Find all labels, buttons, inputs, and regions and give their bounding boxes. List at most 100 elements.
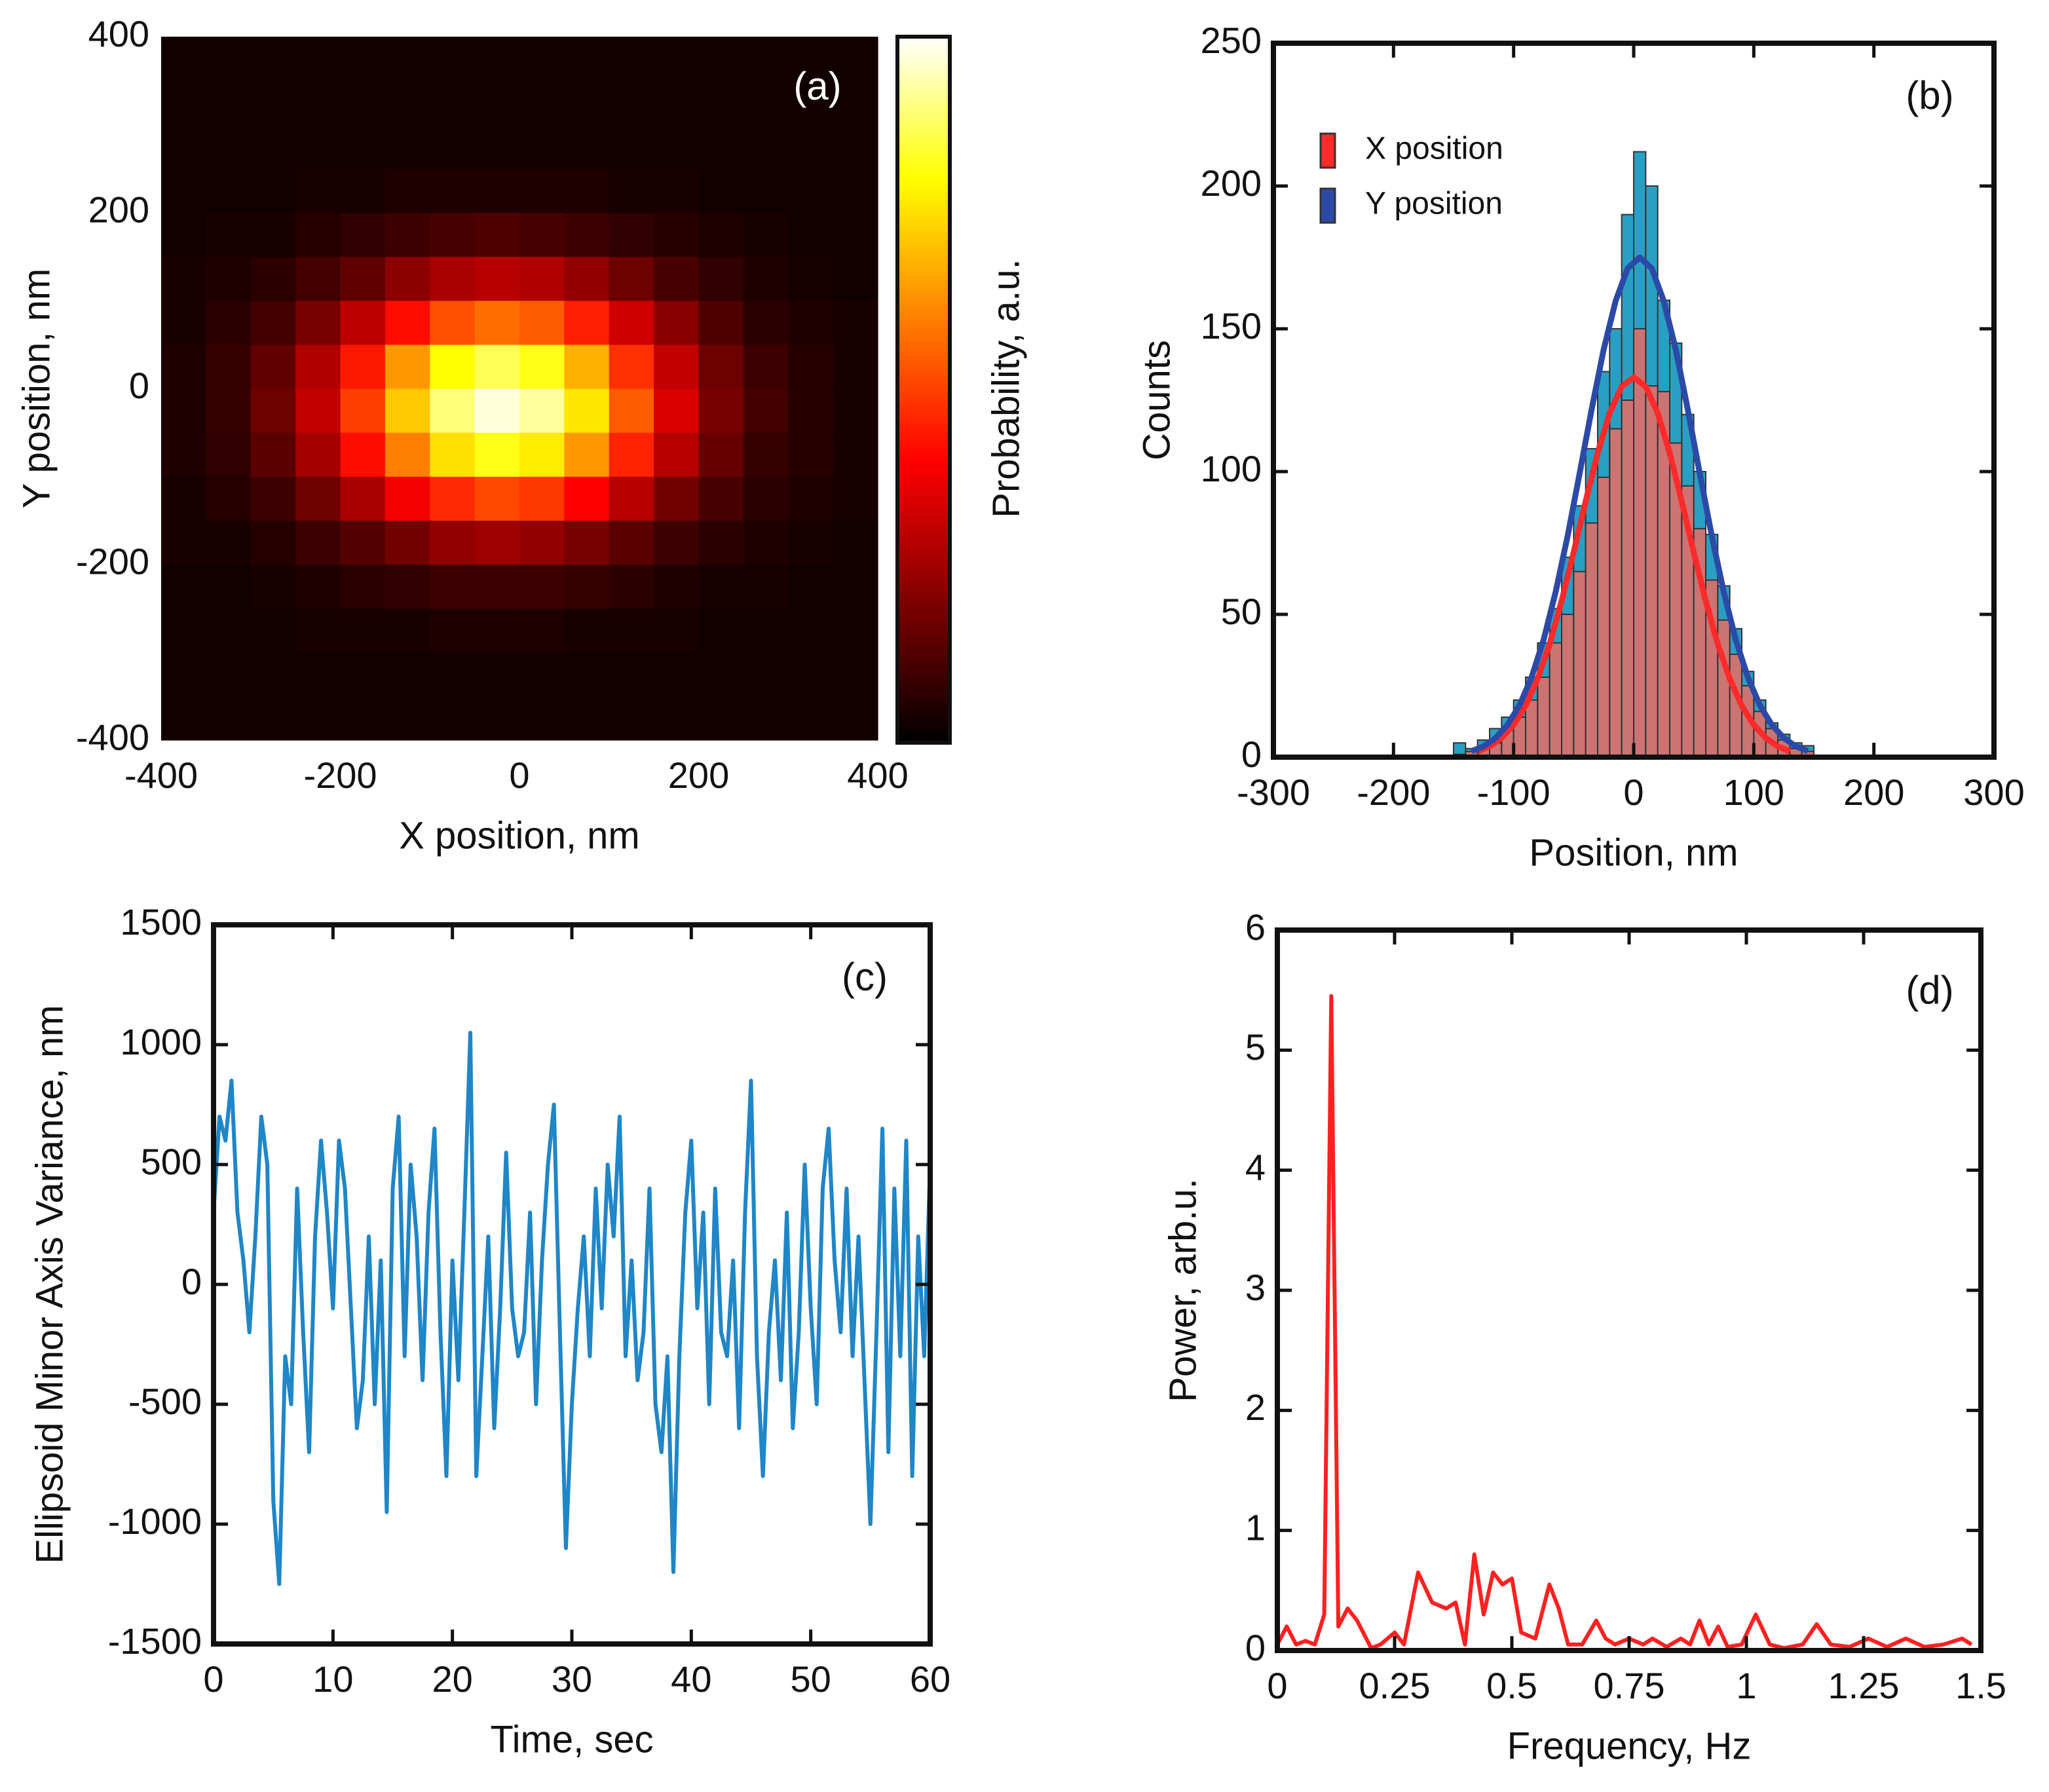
- histogram-bar: [1561, 614, 1575, 758]
- heatmap-cell: [250, 81, 296, 125]
- heatmap-cell: [206, 608, 252, 653]
- heatmap-cell: [295, 212, 341, 257]
- heatmap-cell: [564, 81, 610, 125]
- y-tick-label: 0: [1241, 734, 1262, 775]
- heatmap-cell: [474, 168, 520, 214]
- heatmap-cell: [430, 696, 476, 741]
- legend-label: X position: [1365, 132, 1503, 166]
- heatmap-cell: [609, 388, 654, 433]
- heatmap-cell: [609, 520, 654, 565]
- x-tick-label: -400: [124, 755, 198, 796]
- heatmap-cell: [474, 652, 520, 697]
- heatmap-cell: [295, 564, 341, 609]
- heatmap-cell: [295, 432, 341, 477]
- heatmap-cell: [833, 212, 878, 257]
- heatmap-cell: [743, 344, 789, 389]
- heatmap-cell: [788, 300, 834, 345]
- x-tick-label: -100: [1477, 772, 1551, 813]
- heatmap-cell: [385, 300, 430, 345]
- y-tick-label: 3: [1245, 1267, 1266, 1308]
- panel: 0 10 20 30 40 50 60 -1500 -1000 -500 0 500 1000 1500 T…: [28, 901, 950, 1761]
- heatmap-cell: [250, 476, 296, 521]
- plot-frame: [1275, 927, 1983, 1653]
- x-tick-label: 400: [847, 755, 908, 796]
- heatmap-cell: [654, 344, 700, 389]
- heatmap-cell: [430, 564, 476, 609]
- y-tick-label: 0: [1245, 1627, 1266, 1668]
- heatmap-cell: [474, 564, 520, 609]
- y-tick-label: 150: [1201, 305, 1262, 346]
- heatmap-cell: [788, 608, 834, 653]
- heatmap-cell: [385, 652, 430, 697]
- heatmap-cell: [609, 432, 654, 477]
- heatmap-cell: [698, 37, 744, 81]
- heatmap-cell: [743, 652, 789, 697]
- heatmap-cell: [833, 124, 878, 169]
- y-tick-label: -1500: [108, 1620, 202, 1662]
- data-line: [212, 1030, 932, 1586]
- heatmap-cell: [564, 212, 610, 257]
- heatmap-cell: [654, 388, 700, 433]
- heatmap-cell: [430, 124, 476, 169]
- heatmap-cell: [519, 168, 565, 214]
- heatmap-cell: [788, 124, 834, 169]
- heatmap-cell: [161, 608, 206, 653]
- legend-swatch: [1319, 132, 1336, 169]
- heatmap-cell: [340, 652, 386, 697]
- heatmap-cell: [654, 608, 700, 653]
- heatmap-cell: [474, 388, 520, 433]
- y-tick-label: 5: [1245, 1026, 1266, 1068]
- heatmap-cell: [519, 212, 565, 257]
- heatmap-cell: [250, 300, 296, 345]
- heatmap-cell: [161, 432, 206, 477]
- heatmap-cell: [385, 608, 430, 653]
- y-tick-label: 1000: [120, 1021, 202, 1062]
- y-axis-label: Power, arb.u.: [1161, 1178, 1204, 1402]
- y-axis-label: Y position, nm: [15, 269, 58, 508]
- heatmap-cell: [340, 256, 386, 301]
- heatmap-cell: [340, 81, 386, 125]
- heatmap-cell: [519, 520, 565, 565]
- heatmap-cell: [250, 652, 296, 697]
- heatmap-cell: [564, 344, 610, 389]
- heatmap-cell: [609, 652, 654, 697]
- heatmap-cell: [206, 652, 252, 697]
- heatmap-cell: [340, 168, 386, 214]
- heatmap-cell: [340, 124, 386, 169]
- heatmap-cell: [609, 256, 654, 301]
- heatmap-cell: [385, 432, 430, 477]
- heatmap-cell: [564, 564, 610, 609]
- heatmap-cell: [206, 212, 252, 257]
- heatmap-cell: [833, 300, 878, 345]
- heatmap-cell: [698, 432, 744, 477]
- heatmap-cell: [295, 37, 341, 81]
- x-tick-label: 0: [203, 1658, 223, 1700]
- heatmap-cell: [250, 388, 296, 433]
- heatmap-cell: [788, 81, 834, 125]
- histogram-bar: [1549, 642, 1563, 758]
- heatmap-cell: [654, 212, 700, 257]
- panel-label: (a): [793, 64, 841, 108]
- heatmap-cell: [698, 81, 744, 125]
- heatmap-cell: [430, 212, 476, 257]
- legend-swatch: [1319, 187, 1336, 224]
- y-tick-label: 200: [88, 189, 149, 230]
- heatmap-cell: [295, 168, 341, 214]
- heatmap-cell: [474, 37, 520, 81]
- heatmap-cell: [833, 432, 878, 477]
- heatmap-cell: [519, 124, 565, 169]
- heatmap-cell: [519, 608, 565, 653]
- panel: X position Y position -300 -200 -100 0 100 200 3…: [1135, 20, 2024, 874]
- heatmap-cell: [250, 608, 296, 653]
- data-line: [1275, 994, 1973, 1651]
- heatmap-cell: [295, 608, 341, 653]
- heatmap-cell: [519, 344, 565, 389]
- heatmap-cell: [385, 168, 430, 214]
- heatmap-cell: [519, 388, 565, 433]
- histogram-bar: [1597, 476, 1611, 758]
- heatmap-cell: [609, 608, 654, 653]
- heatmap-cell: [430, 81, 476, 125]
- heatmap-cell: [654, 37, 700, 81]
